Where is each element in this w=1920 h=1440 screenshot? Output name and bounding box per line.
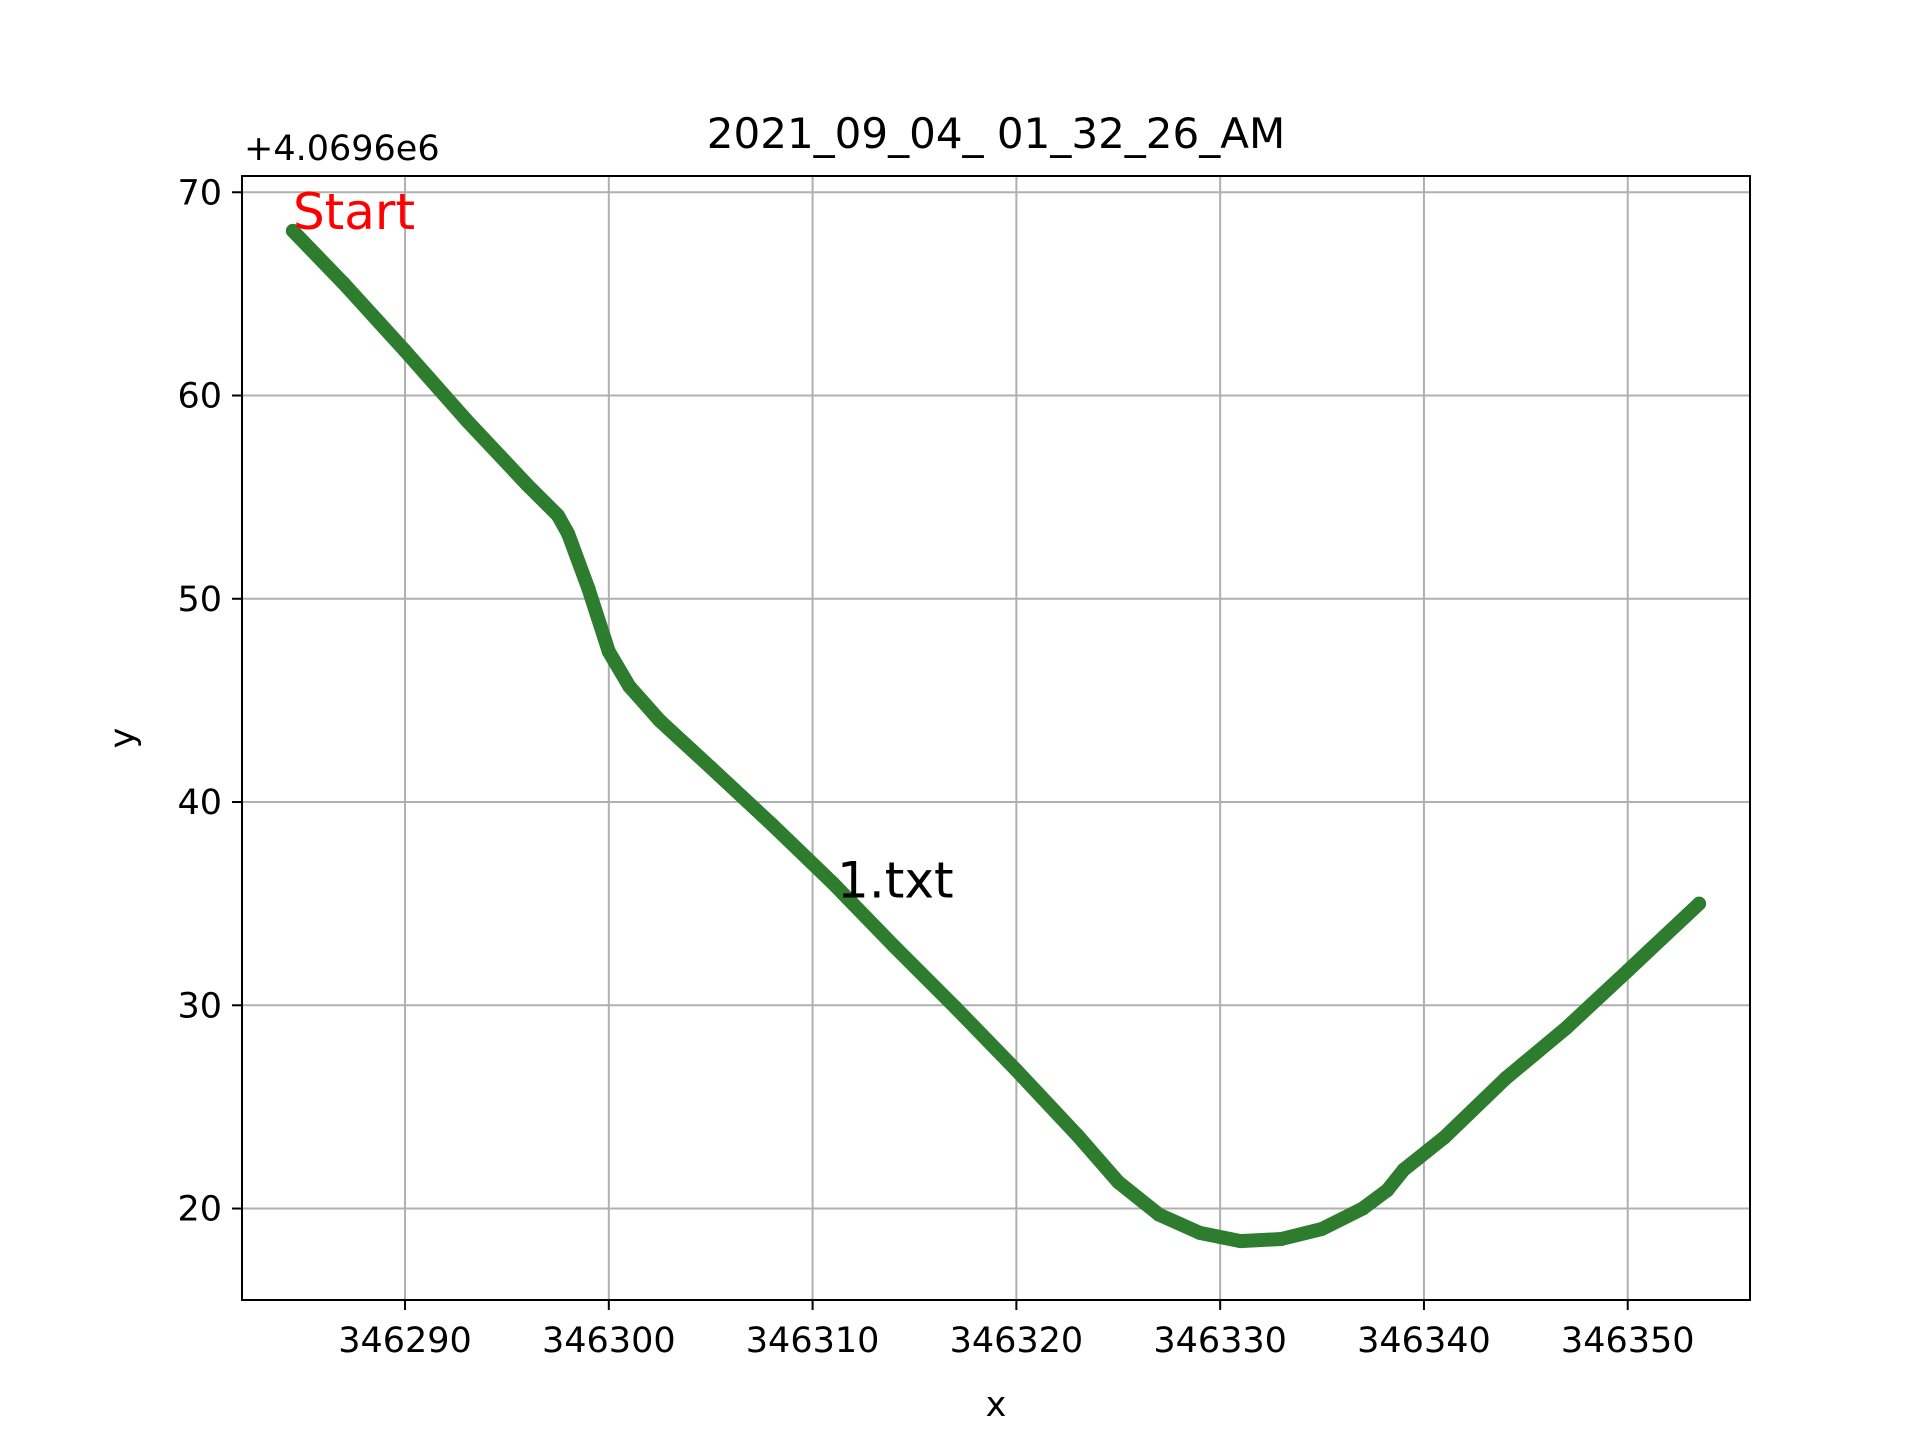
trajectory-point (1380, 1183, 1395, 1198)
annotation-label: 1.txt (837, 852, 954, 910)
trajectory-point (622, 679, 637, 694)
trajectory-point (1152, 1207, 1167, 1222)
y-tick-label: 40 (177, 783, 222, 823)
y-tick-label: 50 (177, 580, 222, 620)
y-tick-label: 20 (177, 1190, 222, 1230)
trajectory-point (561, 526, 576, 541)
annotation-label: Start (293, 183, 415, 241)
axis-ticks: 346290 346300 346310 346320 346330 346340 3463… (177, 173, 1694, 1361)
trajectory-point (1620, 963, 1635, 978)
grid-lines (242, 176, 1750, 1300)
trajectory-point (601, 644, 616, 659)
x-tick-label: 346350 (1561, 1321, 1695, 1361)
trajectory-point (1070, 1128, 1085, 1143)
chart-title: 2021_09_04_ 01_32_26_AM (707, 109, 1285, 158)
trajectory-point (1315, 1221, 1330, 1236)
trajectory-point (825, 876, 840, 891)
x-tick-label: 346320 (950, 1321, 1084, 1361)
trajectory-point (398, 343, 413, 358)
trajectory-point (1692, 896, 1707, 911)
trajectory-point (764, 817, 779, 832)
trajectory-point (703, 760, 718, 775)
trajectory-point (1274, 1232, 1289, 1247)
x-tick-label: 346330 (1153, 1321, 1287, 1361)
annotations: Start 1.txt (293, 183, 954, 910)
x-tick-label: 346290 (338, 1321, 472, 1361)
trajectory-point (336, 276, 351, 291)
x-tick-label: 346300 (542, 1321, 676, 1361)
trajectory-point (581, 581, 596, 596)
data-series (285, 223, 1707, 1249)
trajectory-point (1437, 1130, 1452, 1145)
x-tick-label: 346310 (746, 1321, 880, 1361)
trajectory-point (948, 1000, 963, 1015)
trajectory-point (652, 713, 667, 728)
y-axis-title: y (103, 728, 143, 749)
trajectory-point (285, 223, 300, 238)
trajectory-point (1396, 1162, 1411, 1177)
trajectory-point (1498, 1071, 1513, 1086)
x-tick-label: 346340 (1357, 1321, 1491, 1361)
y-offset-label: +4.0696e6 (244, 129, 440, 169)
trajectory-point (887, 939, 902, 954)
trajectory-point (520, 477, 535, 492)
trajectory-point (1009, 1063, 1024, 1078)
x-axis-title: x (986, 1385, 1007, 1425)
trajectory-point (459, 412, 474, 427)
trajectory-point (1111, 1175, 1126, 1190)
trajectory-point (1233, 1234, 1248, 1249)
y-tick-label: 70 (177, 173, 222, 213)
y-tick-label: 30 (177, 986, 222, 1026)
plot-frame (241, 175, 1751, 1301)
trajectory-point (1355, 1201, 1370, 1216)
trajectory-point (550, 508, 565, 523)
trajectory-point (1559, 1020, 1574, 1035)
y-tick-label: 60 (177, 377, 222, 417)
trajectory-point (1192, 1225, 1207, 1240)
